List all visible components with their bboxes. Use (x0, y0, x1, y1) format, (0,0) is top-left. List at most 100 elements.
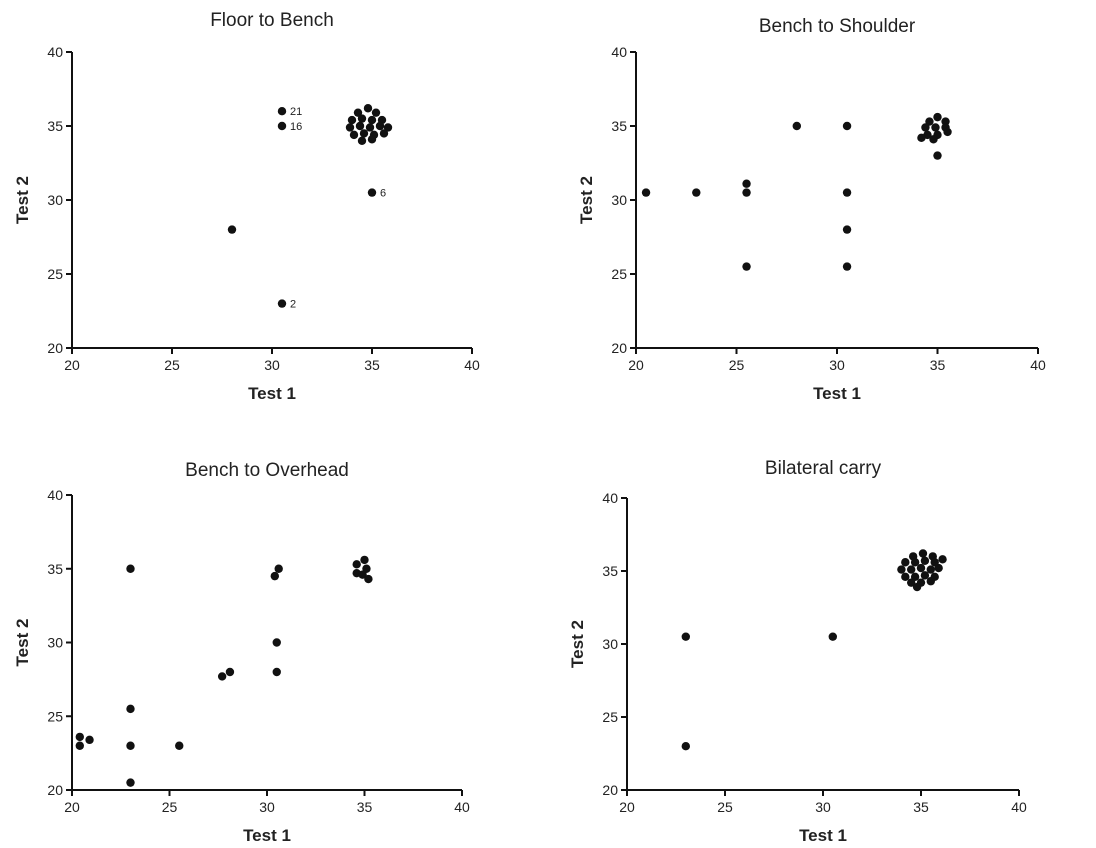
x-tick-label: 25 (164, 357, 180, 373)
x-tick-label: 20 (628, 357, 644, 373)
x-tick-label: 30 (264, 357, 280, 373)
x-axis-label: Test 1 (799, 826, 847, 845)
y-tick-label: 40 (611, 44, 627, 60)
data-point (842, 262, 852, 271)
y-tick-label: 30 (611, 192, 627, 208)
data-point (347, 115, 357, 125)
data-point (367, 115, 377, 125)
data-point (926, 577, 935, 586)
data-point (359, 129, 369, 138)
data-point (742, 262, 751, 271)
y-tick-label: 25 (47, 708, 63, 724)
data-point (227, 225, 237, 234)
data-point (345, 123, 355, 132)
y-tick-label: 20 (602, 782, 618, 798)
x-tick-label: 25 (729, 357, 745, 373)
data-point (217, 672, 227, 681)
data-point (75, 732, 85, 742)
y-tick-label: 30 (602, 636, 618, 652)
data-point (920, 556, 930, 565)
x-tick-label: 25 (717, 799, 733, 815)
x-axis-label: Test 1 (243, 826, 291, 845)
x-tick-label: 30 (259, 799, 275, 815)
data-point (277, 121, 287, 131)
x-axis-label: Test 1 (248, 384, 296, 403)
x-tick-label: 35 (364, 357, 380, 373)
panel-3: Bench to Overhead 20 25 30 35 40 20 25 30 35 40 Tes… (13, 460, 470, 845)
data-point (367, 188, 377, 197)
y-tick-label: 25 (611, 266, 627, 282)
data-point (355, 121, 365, 131)
data-point (933, 151, 942, 160)
data-point (907, 578, 916, 587)
data-point (75, 741, 85, 750)
point-label: 16 (290, 121, 302, 133)
data-point (379, 129, 389, 138)
y-tick-label: 30 (47, 635, 63, 651)
y-tick-label: 20 (611, 340, 627, 356)
data-point (270, 571, 279, 581)
data-point (362, 564, 371, 573)
data-point (277, 107, 287, 116)
data-point (352, 560, 361, 569)
panel-title: Bench to Shoulder (759, 16, 916, 37)
data-point (375, 121, 385, 131)
data-point (920, 571, 930, 580)
data-point (929, 135, 938, 144)
data-point (792, 121, 801, 131)
data-point (353, 108, 363, 117)
panel-2: Bench to Shoulder 20 25 30 35 40 20 25 30 35 40 Tes… (577, 16, 1046, 403)
data-point (272, 638, 281, 647)
data-point (692, 188, 701, 197)
data-point (85, 735, 94, 745)
data-point (358, 570, 367, 579)
y-tick-label: 40 (602, 490, 618, 506)
data-point (357, 136, 367, 145)
x-tick-label: 30 (829, 357, 845, 373)
x-tick-label: 40 (454, 799, 470, 815)
data-point (910, 558, 920, 567)
data-point (367, 135, 377, 144)
x-tick-label: 20 (64, 799, 80, 815)
data-point (681, 742, 690, 751)
x-tick-label: 40 (1030, 357, 1046, 373)
data-point (126, 564, 135, 573)
y-tick-label: 20 (47, 782, 63, 798)
y-tick-label: 35 (47, 118, 63, 134)
panel-title: Floor to Bench (210, 10, 334, 31)
data-point (357, 114, 367, 123)
x-tick-label: 20 (64, 357, 80, 373)
point-label: 6 (380, 188, 386, 200)
data-point (917, 133, 926, 143)
data-point (364, 574, 373, 584)
data-point (938, 555, 947, 564)
point-label: 21 (290, 106, 302, 118)
data-point (126, 778, 135, 787)
data-point (933, 112, 942, 122)
panel-1: Floor to Bench 20 25 30 35 40 20 25 30 35 40 Test 1… (13, 10, 480, 403)
data-point (371, 108, 381, 117)
data-point (842, 188, 852, 197)
data-point (907, 565, 916, 574)
y-tick-label: 20 (47, 340, 63, 356)
data-point (742, 179, 751, 188)
data-point (925, 117, 934, 126)
panel-title: Bilateral carry (765, 458, 882, 479)
x-tick-label: 25 (162, 799, 178, 815)
data-point (918, 549, 928, 558)
y-axis-label: Test 2 (577, 176, 596, 224)
x-tick-label: 40 (464, 357, 480, 373)
data-point (934, 563, 943, 573)
data-point (828, 632, 837, 641)
data-point (681, 632, 690, 641)
panel-title: Bench to Overhead (185, 460, 349, 481)
data-point (225, 667, 235, 677)
data-point (931, 123, 940, 132)
data-point (842, 225, 852, 234)
data-point (901, 558, 910, 567)
x-tick-label: 35 (930, 357, 946, 373)
y-axis-label: Test 2 (568, 620, 587, 668)
data-point (365, 123, 375, 132)
data-point (842, 121, 852, 131)
